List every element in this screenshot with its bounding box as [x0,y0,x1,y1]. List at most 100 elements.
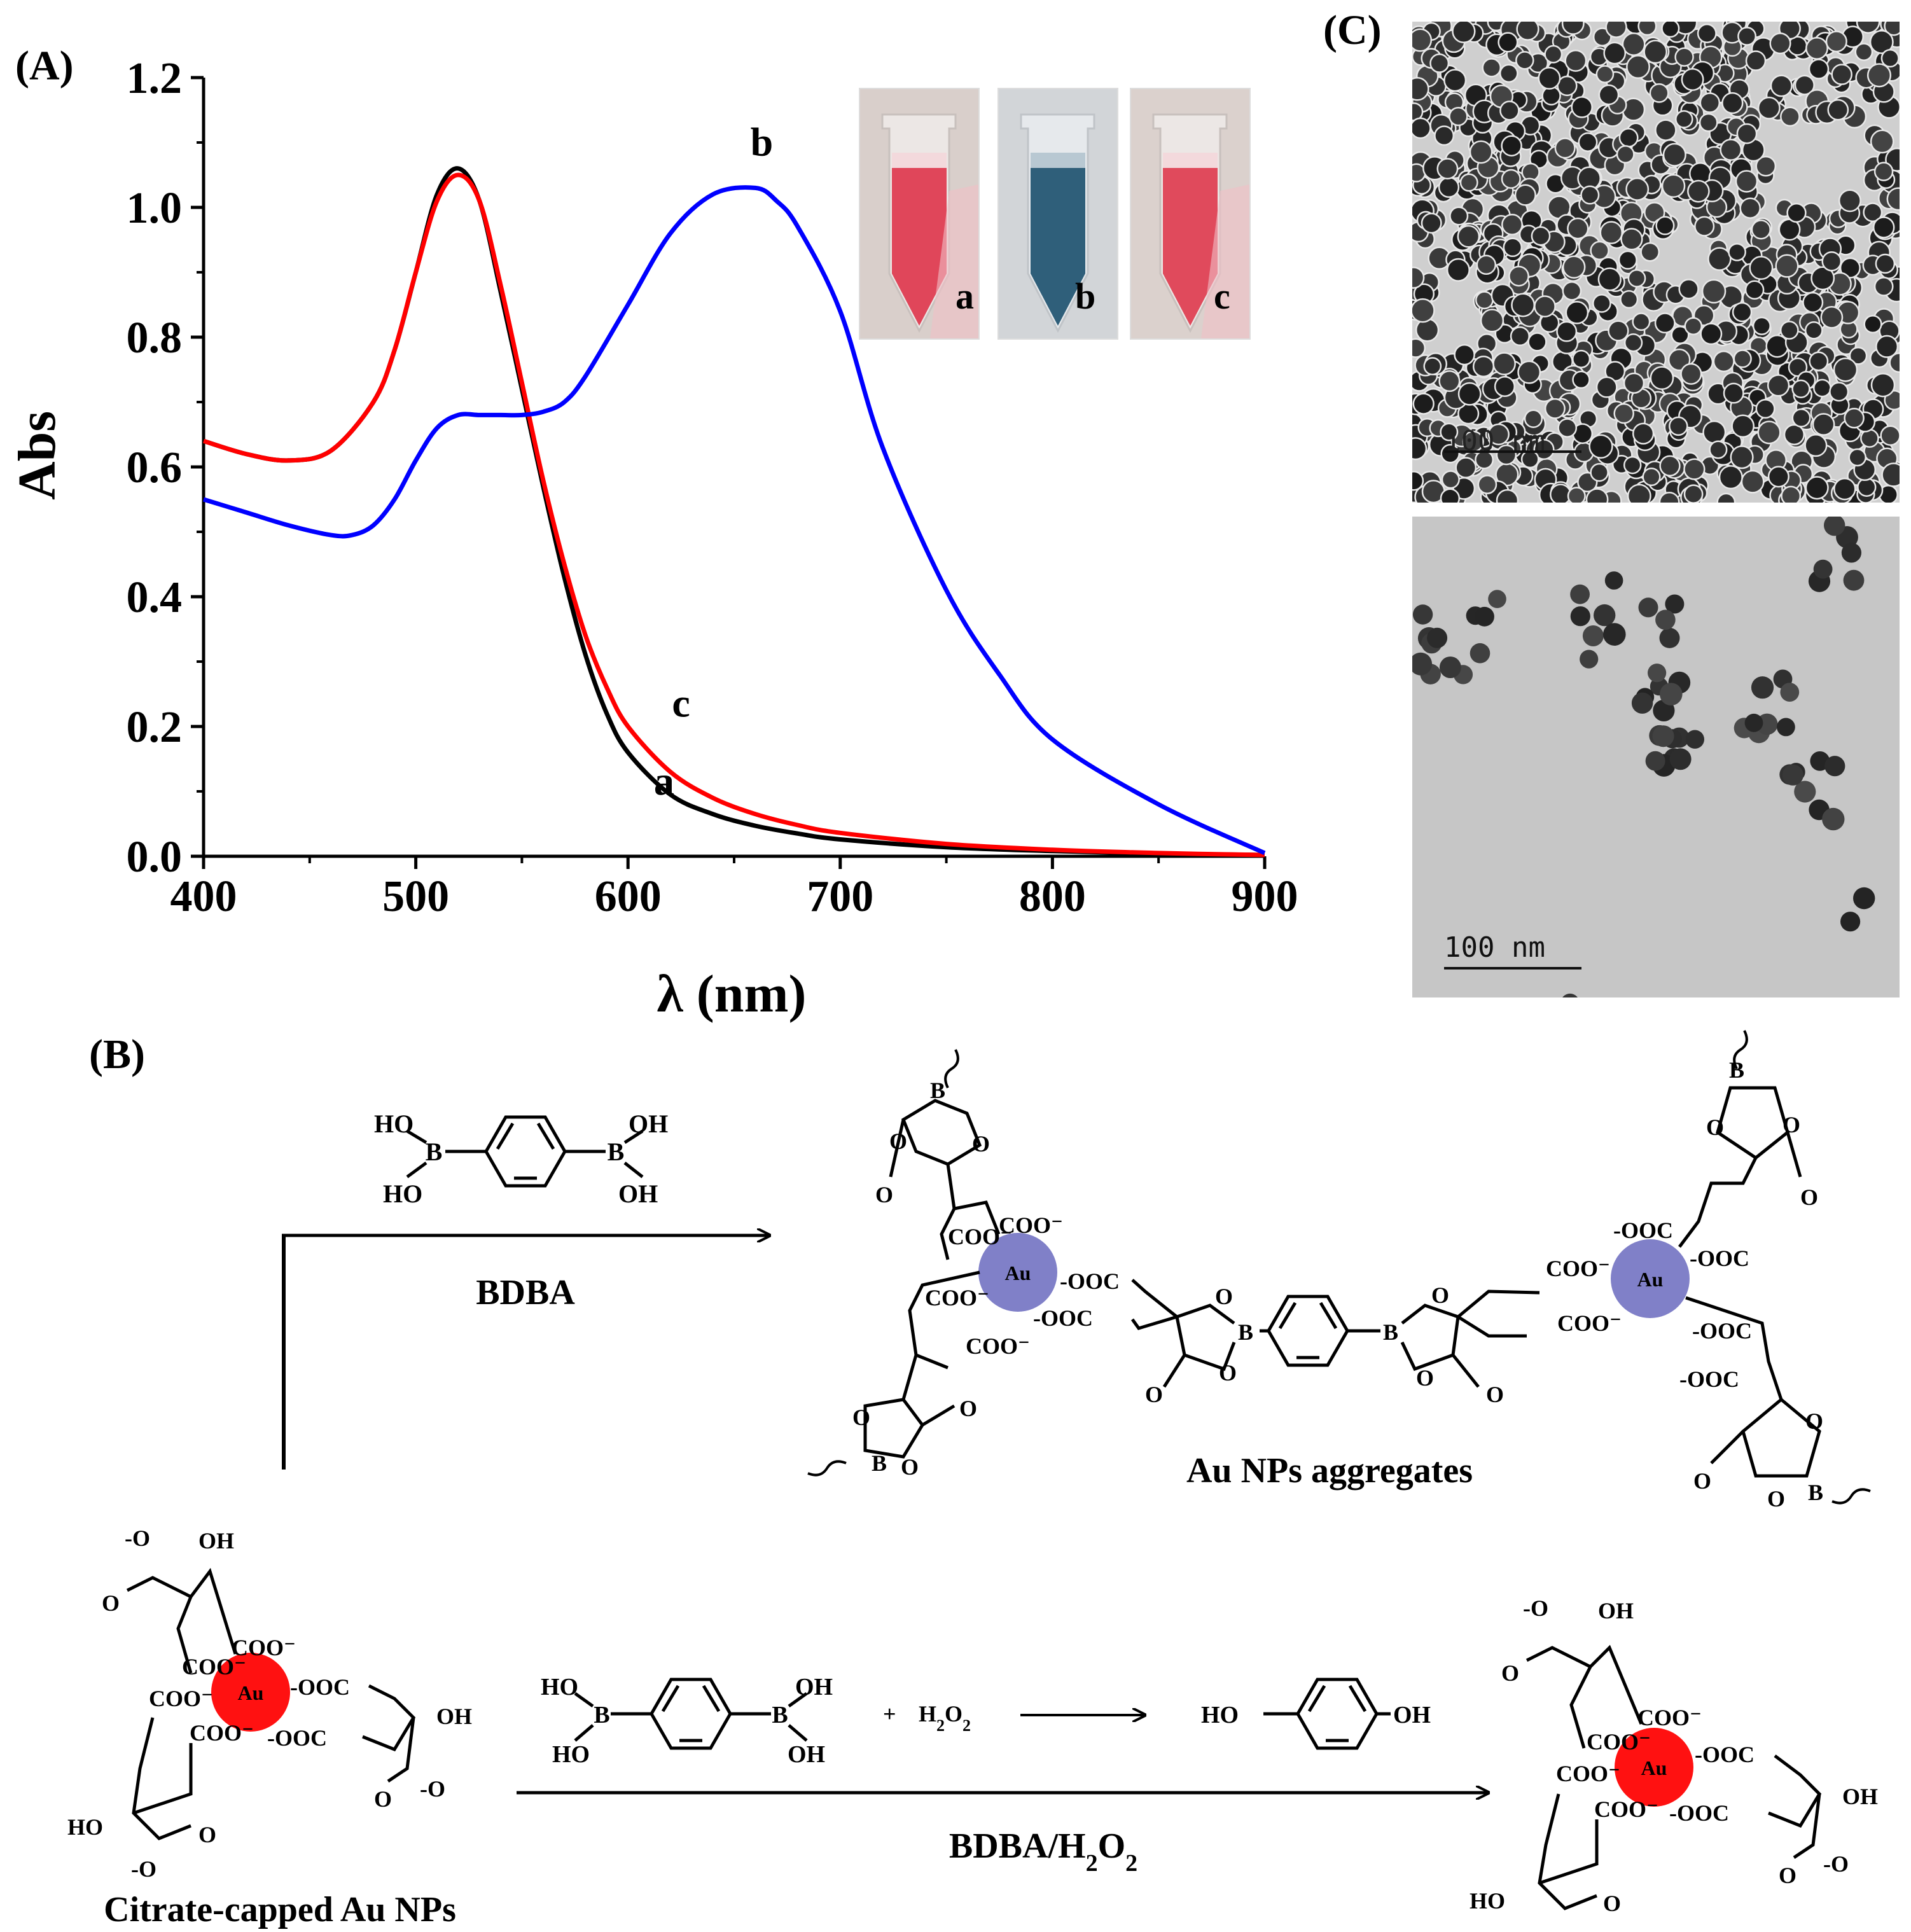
cit-oh-2: OH [436,1704,472,1729]
cit2-o-1: O [1501,1660,1519,1686]
bdba-b-left: B [426,1137,443,1166]
agg-o-lu2: O [972,1131,990,1157]
au-aggregates-structure: Au Au B B O O O O O O -OOC -OOC COO⁻ COO… [807,1030,1871,1512]
x-tick-label: 600 [595,872,662,921]
curve-label-b: b [751,119,774,164]
scale-bar-bottom [1444,967,1581,969]
aggregates-label: Au NPs aggregates [1186,1451,1473,1491]
x-tick-label: 900 [1232,872,1298,921]
ox-plus: + [883,1701,896,1727]
agg-coo-r2: COO⁻ [1557,1310,1622,1336]
cit2-o-2: O [1779,1863,1796,1888]
cit-o-1: O [102,1590,120,1616]
agg-coo-lu1: COO⁻ [948,1224,1012,1249]
cit-ooc-2: -OOC [267,1725,327,1751]
agg-o-rl3: O [1693,1468,1711,1494]
arrow-to-aggregates [282,1235,770,1470]
cit-ooc-1: -OOC [290,1674,350,1700]
agg-o-ru3: O [1800,1185,1818,1210]
y-axis-label: Abs [8,411,67,500]
y-tick-label: 0.6 [127,443,183,492]
agg-o-ll2: O [901,1454,919,1480]
cit-ho-1: HO [67,1814,103,1840]
cit2-o-minus-1: -O [1523,1595,1548,1621]
cit2-coo-2: COO⁻ [1637,1705,1702,1730]
agg-coo-r1: COO⁻ [1546,1256,1610,1281]
chart-curve-labels: a b c [654,119,773,803]
agg-o-ll3: O [959,1396,977,1421]
agg-o-ll1: O [852,1405,870,1430]
ox-ho-top: HO [541,1674,578,1700]
au-particle-citrate-left [211,1653,290,1732]
au-text-citrate-right: Au [1641,1756,1667,1779]
cit2-oh-1: OH [1598,1598,1634,1623]
x-tick-label: 400 [170,872,237,921]
series-line-b [202,185,1266,856]
agg-o-4: O [1431,1282,1449,1308]
curve-label-a: a [654,758,674,803]
agg-b-lu: B [930,1078,945,1103]
vial-photo-c: c [1130,88,1251,340]
y-tick-label: 1.0 [127,184,183,233]
ox-b-left: B [594,1702,609,1728]
cit-coo-2: COO⁻ [232,1635,296,1660]
y-tick-label: 0.0 [127,833,183,882]
vial-label-a: a [956,275,974,317]
tem-image-aggregated: 100 nm [1412,22,1900,503]
agg-o-ru2: O [1782,1112,1800,1137]
cit-coo-1: COO⁻ [182,1654,246,1679]
cit-coo-3: COO⁻ [149,1686,213,1711]
cit2-coo-3: COO⁻ [1556,1761,1620,1786]
scale-bar-top [1444,450,1581,453]
agg-ooc-ru1: -OOC [1613,1218,1673,1243]
agg-ooc-l1: -OOC [1060,1268,1120,1294]
au-text-citrate-left: Au [238,1681,264,1704]
cit2-coo-4: COO⁻ [1594,1796,1658,1822]
scale-bar-top-label: 100 nm [1444,425,1545,457]
reaction-scheme: BDBA B B HO HO OH OH Au Au B B O O O [67,1030,1878,1929]
panel-a-label: (A) [15,43,74,89]
x-tick-label: 800 [1019,872,1086,921]
bdba-ho-top: HO [374,1109,413,1138]
cit2-oh-2: OH [1842,1784,1878,1809]
y-tick-label: 1.2 [127,54,183,103]
cit-oh-1: OH [198,1528,234,1553]
agg-o-rl1: O [1805,1408,1823,1434]
agg-o-3: O [1145,1382,1163,1407]
agg-o-rl2: O [1767,1486,1785,1512]
ox-h2o2: H2O2 [919,1701,971,1735]
citrate-au-structure: Au -O OH O COO⁻ COO⁻ -OOC COO⁻ COO⁻ -OOC… [67,1525,472,1882]
vial-photo-b: b [997,88,1118,340]
cit2-ooc-2: -OOC [1669,1800,1729,1826]
au-particle-aggregated-left [978,1233,1057,1312]
agg-b-center-left: B [1238,1319,1253,1345]
citrate-au-structure-right: Au -O OH O COO⁻ COO⁻ -OOC COO⁻ COO⁻ -OOC… [1470,1595,1878,1916]
cit2-ho-1: HO [1470,1888,1505,1914]
curve-label-c: c [672,681,690,726]
agg-o-6: O [1486,1382,1504,1407]
bdba-oh-top: OH [629,1109,668,1138]
y-tick-label: 0.8 [127,314,183,363]
scale-bar-bottom-label: 100 nm [1444,931,1545,964]
cit2-ooc-1: -OOC [1695,1742,1755,1767]
x-tick-label: 700 [807,872,873,921]
vial-label-c: c [1214,275,1230,317]
agg-b-ru: B [1729,1057,1744,1083]
agg-ooc-l2: -OOC [1033,1305,1093,1331]
agg-o-1: O [1215,1284,1233,1309]
vial-label-b: b [1075,275,1095,317]
agg-o-ru1: O [1706,1115,1724,1140]
au-particle-citrate-right [1615,1728,1693,1807]
hq-ho: HO [1201,1702,1239,1728]
cit-o-minus-2: -O [420,1776,445,1802]
oxidation-reaction: B B HO HO OH OH + H2O2 HO OH [541,1674,1431,1768]
agg-ooc-ru2: -OOC [1690,1246,1749,1271]
citrate-au-label: Citrate-capped Au NPs [104,1890,456,1929]
x-tick-label: 500 [382,872,449,921]
y-tick-label: 0.4 [127,573,183,622]
cit-o-3: O [198,1822,216,1847]
agg-o-lu3: O [875,1182,893,1207]
ox-ho-bottom: HO [552,1741,590,1768]
agg-b-rl: B [1808,1480,1823,1505]
cit-o-minus-3: -O [131,1856,156,1882]
